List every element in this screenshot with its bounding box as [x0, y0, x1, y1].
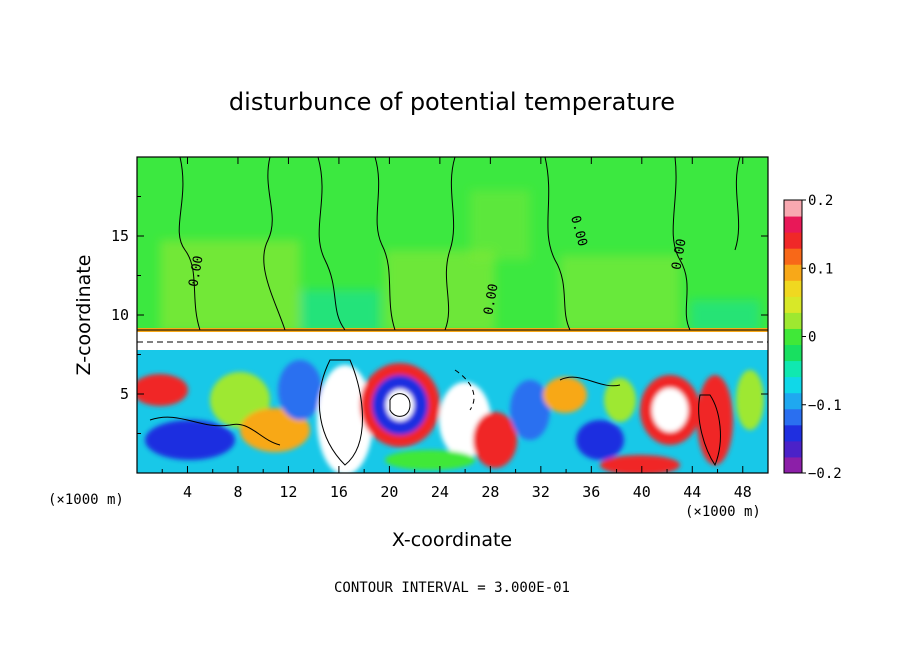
colorbar-swatch: [784, 440, 802, 458]
y-axis: 5 10 15: [111, 196, 768, 434]
x-tick-label: 28: [481, 483, 499, 501]
colorbar-swatch: [784, 232, 802, 249]
colorbar-swatch: [784, 424, 802, 442]
contour-lines: [137, 157, 768, 467]
y-tick-label: 5: [120, 385, 129, 403]
colorbar-tick-label: 0: [808, 330, 816, 346]
y-tick-label: 15: [111, 227, 129, 245]
colorbar-swatch: [784, 296, 802, 313]
x-tick-label: 48: [734, 483, 752, 501]
lower-field-blobs: [137, 360, 764, 473]
colorbar-swatch: [784, 392, 802, 410]
colorbar-swatch: [784, 216, 802, 233]
colorbar-swatch: [784, 312, 802, 329]
y-axis-title: Z-coordinate: [73, 255, 95, 376]
x-tick-label: 8: [233, 483, 242, 501]
y-tick-label: 10: [111, 306, 129, 324]
x-tick-label: 24: [431, 483, 449, 501]
contour-label: 0.00: [481, 283, 501, 316]
upper-field-texture: [160, 190, 760, 332]
colorbar-tick-label: 0.1: [808, 261, 833, 277]
x-axis: 4 8 12 16 20 24 28 32 36 40 44 48: [161, 157, 752, 501]
contour-label: 0.00: [669, 238, 689, 271]
contour-label: 0.00: [186, 255, 206, 288]
x-unit-label-right: (×1000 m): [685, 504, 761, 520]
plot-area: [137, 157, 768, 473]
colorbar-swatch: [784, 264, 802, 281]
x-unit-label-left: (×1000 m): [48, 492, 124, 508]
contour-interval-note: CONTOUR INTERVAL = 3.000E-01: [334, 580, 570, 596]
colorbar-swatch: [784, 328, 802, 346]
x-tick-label: 12: [279, 483, 297, 501]
colorbar-tick-label: 0.2: [808, 193, 833, 209]
x-tick-label: 20: [380, 483, 398, 501]
colorbar-swatch: [784, 376, 802, 394]
colorbar-tick-label: −0.2: [808, 466, 842, 482]
x-tick-label: 4: [183, 483, 192, 501]
x-tick-label: 40: [633, 483, 651, 501]
colorbar-tick-label: −0.1: [808, 398, 842, 414]
colorbar-swatch: [784, 456, 802, 474]
colorbar-swatch: [784, 408, 802, 426]
x-tick-label: 16: [330, 483, 348, 501]
colorbar: 0.2 0.1 0 −0.1 −0.2: [783, 193, 842, 482]
colorbar-swatch: [784, 248, 802, 265]
x-tick-label: 44: [683, 483, 701, 501]
colorbar-swatch: [784, 200, 802, 217]
colorbar-swatch: [784, 360, 802, 378]
x-tick-label: 36: [582, 483, 600, 501]
x-tick-label: 32: [532, 483, 550, 501]
x-axis-title: X-coordinate: [392, 529, 512, 551]
chart-title: disturbunce of potential temperature: [229, 88, 675, 116]
colorbar-swatch: [784, 344, 802, 362]
colorbar-swatch: [784, 280, 802, 297]
